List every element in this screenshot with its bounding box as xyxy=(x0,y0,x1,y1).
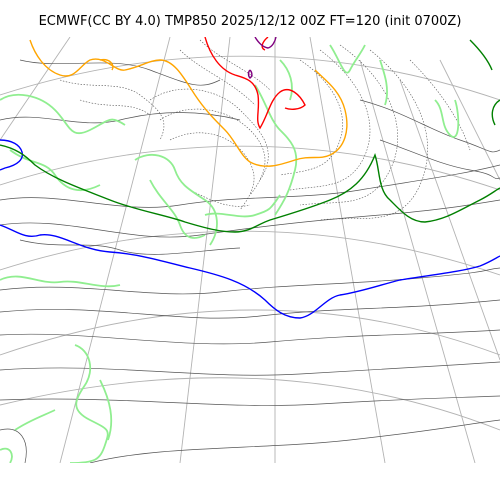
isotherm-dotted xyxy=(409,59,471,151)
isotherm-orange xyxy=(29,39,348,167)
isotherm-minor xyxy=(0,164,500,208)
isotherm-minor xyxy=(0,199,500,238)
land-contour xyxy=(434,99,460,138)
land-contour xyxy=(14,409,56,431)
land-contour xyxy=(69,344,109,463)
land-contour xyxy=(0,93,126,135)
map-title: ECMWF(CC BY 4.0) TMP850 2025/12/12 00Z F… xyxy=(38,14,462,29)
land-contour xyxy=(134,153,218,246)
temperature-map xyxy=(0,37,500,463)
latitude-line xyxy=(0,230,500,276)
isotherm-dotted xyxy=(59,79,165,141)
isotherm-dotted xyxy=(299,44,398,206)
graticule xyxy=(0,37,500,463)
latitude-line xyxy=(0,377,500,431)
isotherm-minor xyxy=(359,99,500,153)
land-contour xyxy=(254,84,298,216)
isotherm-minor xyxy=(0,428,27,463)
longitude-line xyxy=(439,59,500,181)
latitude-line xyxy=(0,145,500,191)
isotherm-minor xyxy=(0,112,241,124)
isotherm-minor xyxy=(0,329,500,345)
land-contour xyxy=(329,44,366,74)
land-contour xyxy=(0,447,13,463)
isotherm-minor xyxy=(379,139,500,179)
isotherm-dotted xyxy=(319,49,428,221)
isotherm-minor xyxy=(19,59,221,86)
dotted-isotherms xyxy=(59,39,471,221)
isotherm-minor xyxy=(19,239,241,255)
longitude-line xyxy=(179,37,231,463)
land-contour xyxy=(279,59,293,101)
isotherm-dotted xyxy=(289,49,371,191)
map-background xyxy=(0,37,500,463)
isotherm-green xyxy=(491,99,500,126)
isotherm-dotted xyxy=(149,88,269,181)
isotherm-minor xyxy=(0,395,500,406)
longitude-line xyxy=(59,37,171,463)
isotherm-purple xyxy=(247,69,253,79)
minor-isotherms xyxy=(0,59,500,463)
latitude-line xyxy=(0,309,500,356)
longitude-line xyxy=(399,79,500,361)
isotherm-orange xyxy=(99,58,114,71)
isotherm-minor xyxy=(0,299,500,319)
isotherm-minor xyxy=(0,267,500,295)
land-contour xyxy=(379,59,388,106)
isotherm-green xyxy=(469,39,493,71)
light-green-contours xyxy=(0,44,460,463)
isotherm-blue xyxy=(0,224,500,319)
isotherm-dotted xyxy=(159,108,266,196)
longitude-line xyxy=(309,37,386,463)
isotherm-dotted xyxy=(199,39,271,91)
isotherm-red xyxy=(204,37,306,130)
isotherm-purple xyxy=(254,37,277,49)
colored-isotherms xyxy=(0,37,500,319)
isotherm-blue xyxy=(0,139,24,171)
isotherm-green xyxy=(0,144,500,233)
longitude-line xyxy=(0,37,71,141)
longitude-line xyxy=(359,59,476,463)
land-contour xyxy=(149,179,206,239)
map-panel xyxy=(0,37,500,463)
isotherm-dotted xyxy=(79,99,151,116)
land-contour xyxy=(99,379,113,441)
isotherm-minor xyxy=(89,419,500,463)
land-contour xyxy=(204,194,281,218)
land-contour xyxy=(0,275,121,288)
isotherm-dotted xyxy=(279,59,343,176)
isotherm-red xyxy=(261,37,269,51)
